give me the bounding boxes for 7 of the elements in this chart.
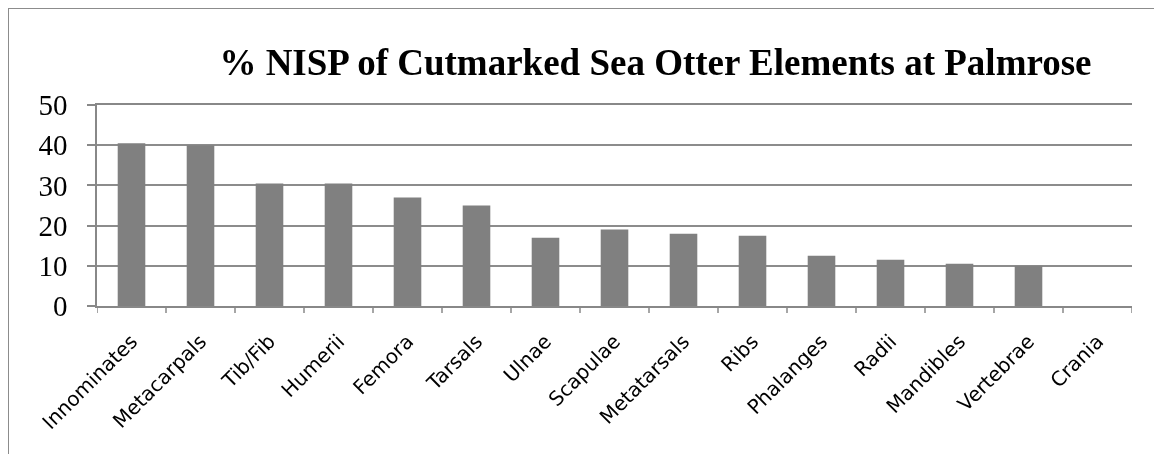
y-tick-label: 40 (38, 129, 68, 162)
y-tick-label: 50 (38, 89, 68, 122)
y-tick-label: 0 (52, 290, 68, 323)
y-tick-label: 20 (38, 209, 68, 242)
y-tick-label: 30 (38, 169, 68, 202)
y-tick-label: 10 (38, 249, 68, 282)
chart-title: % NISP of Cutmarked Sea Otter Elements at Palmrose (219, 42, 1092, 84)
